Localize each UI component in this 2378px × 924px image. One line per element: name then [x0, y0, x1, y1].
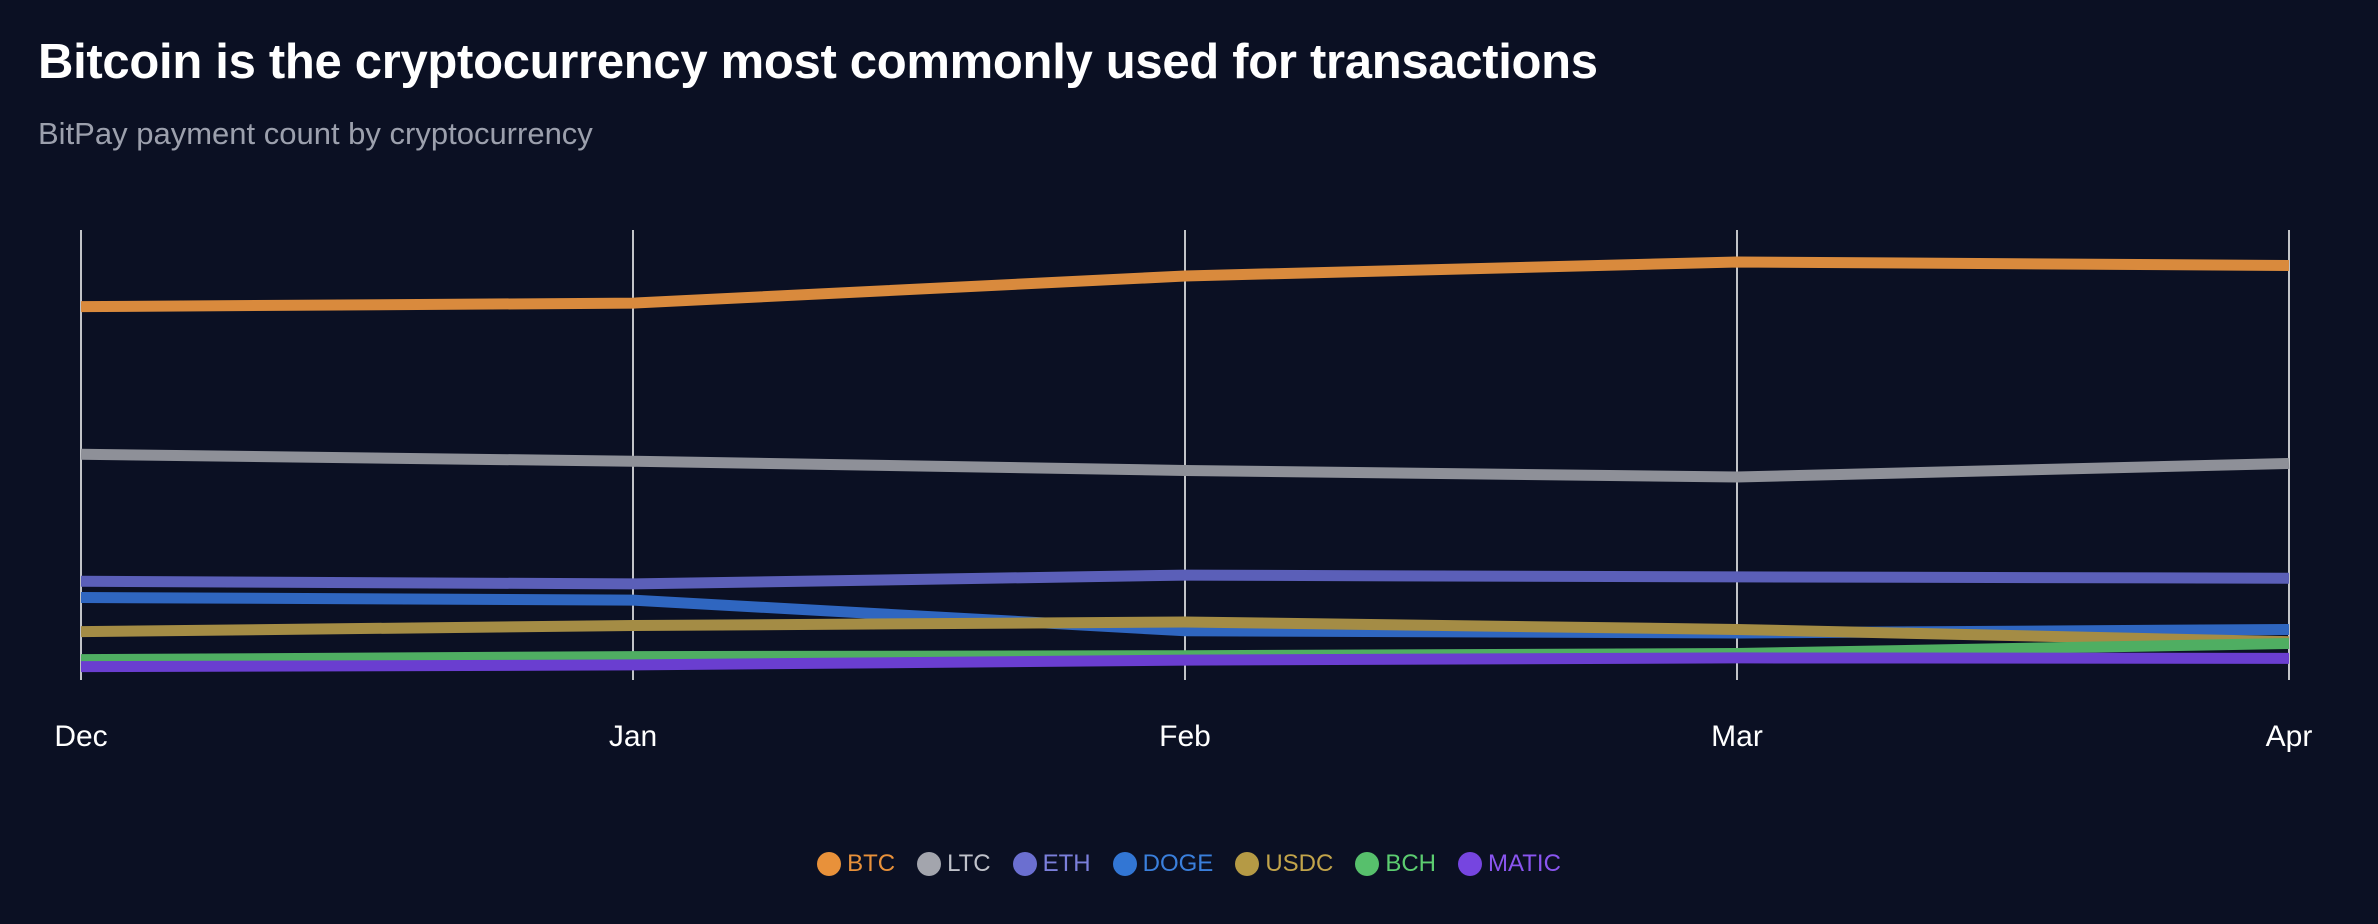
legend-item-eth[interactable]: ETH [1012, 850, 1091, 878]
legend-swatch-icon [1012, 852, 1037, 876]
x-tick-label: Mar [1711, 720, 1763, 753]
x-tick-label: Feb [1159, 720, 1211, 753]
series-line-ltc[interactable] [80, 448, 2290, 483]
legend: BTC LTC ETH DOGE USDC BCH MATIC [0, 850, 2378, 878]
legend-item-ltc[interactable]: LTC [917, 850, 991, 878]
series-line-usdc[interactable] [80, 616, 2290, 648]
legend-swatch-icon [917, 852, 942, 876]
legend-swatch-icon [1112, 852, 1137, 876]
legend-label: BCH [1385, 850, 1437, 877]
legend-swatch-icon [1235, 852, 1260, 876]
legend-item-doge[interactable]: DOGE [1112, 850, 1214, 878]
legend-label: LTC [947, 850, 991, 877]
legend-swatch-icon [1458, 852, 1483, 876]
legend-swatch-icon [817, 852, 842, 876]
legend-item-btc[interactable]: BTC [817, 850, 895, 878]
legend-label: USDC [1265, 850, 1334, 877]
series-line-matic[interactable] [80, 652, 2290, 673]
series-line-btc[interactable] [80, 256, 2290, 313]
series-line-eth[interactable] [80, 569, 2290, 590]
legend-label: BTC [847, 850, 896, 877]
legend-label: DOGE [1142, 850, 1214, 877]
series-lines [80, 256, 2290, 673]
legend-item-matic[interactable]: MATIC [1458, 850, 1561, 878]
chart-subtitle: BitPay payment count by cryptocurrency [38, 116, 593, 151]
x-tick-label: Apr [2266, 720, 2313, 753]
x-axis-ticks: Dec Jan Feb Mar Apr [54, 720, 2312, 753]
legend-item-usdc[interactable]: USDC [1235, 850, 1333, 878]
x-tick-label: Dec [54, 720, 107, 753]
chart-title: Bitcoin is the cryptocurrency most commo… [38, 35, 1598, 89]
legend-label: MATIC [1488, 850, 1561, 877]
legend-swatch-icon [1355, 852, 1380, 876]
x-tick-label: Jan [609, 720, 657, 753]
legend-label: ETH [1042, 850, 1091, 877]
legend-item-bch[interactable]: BCH [1355, 850, 1436, 878]
